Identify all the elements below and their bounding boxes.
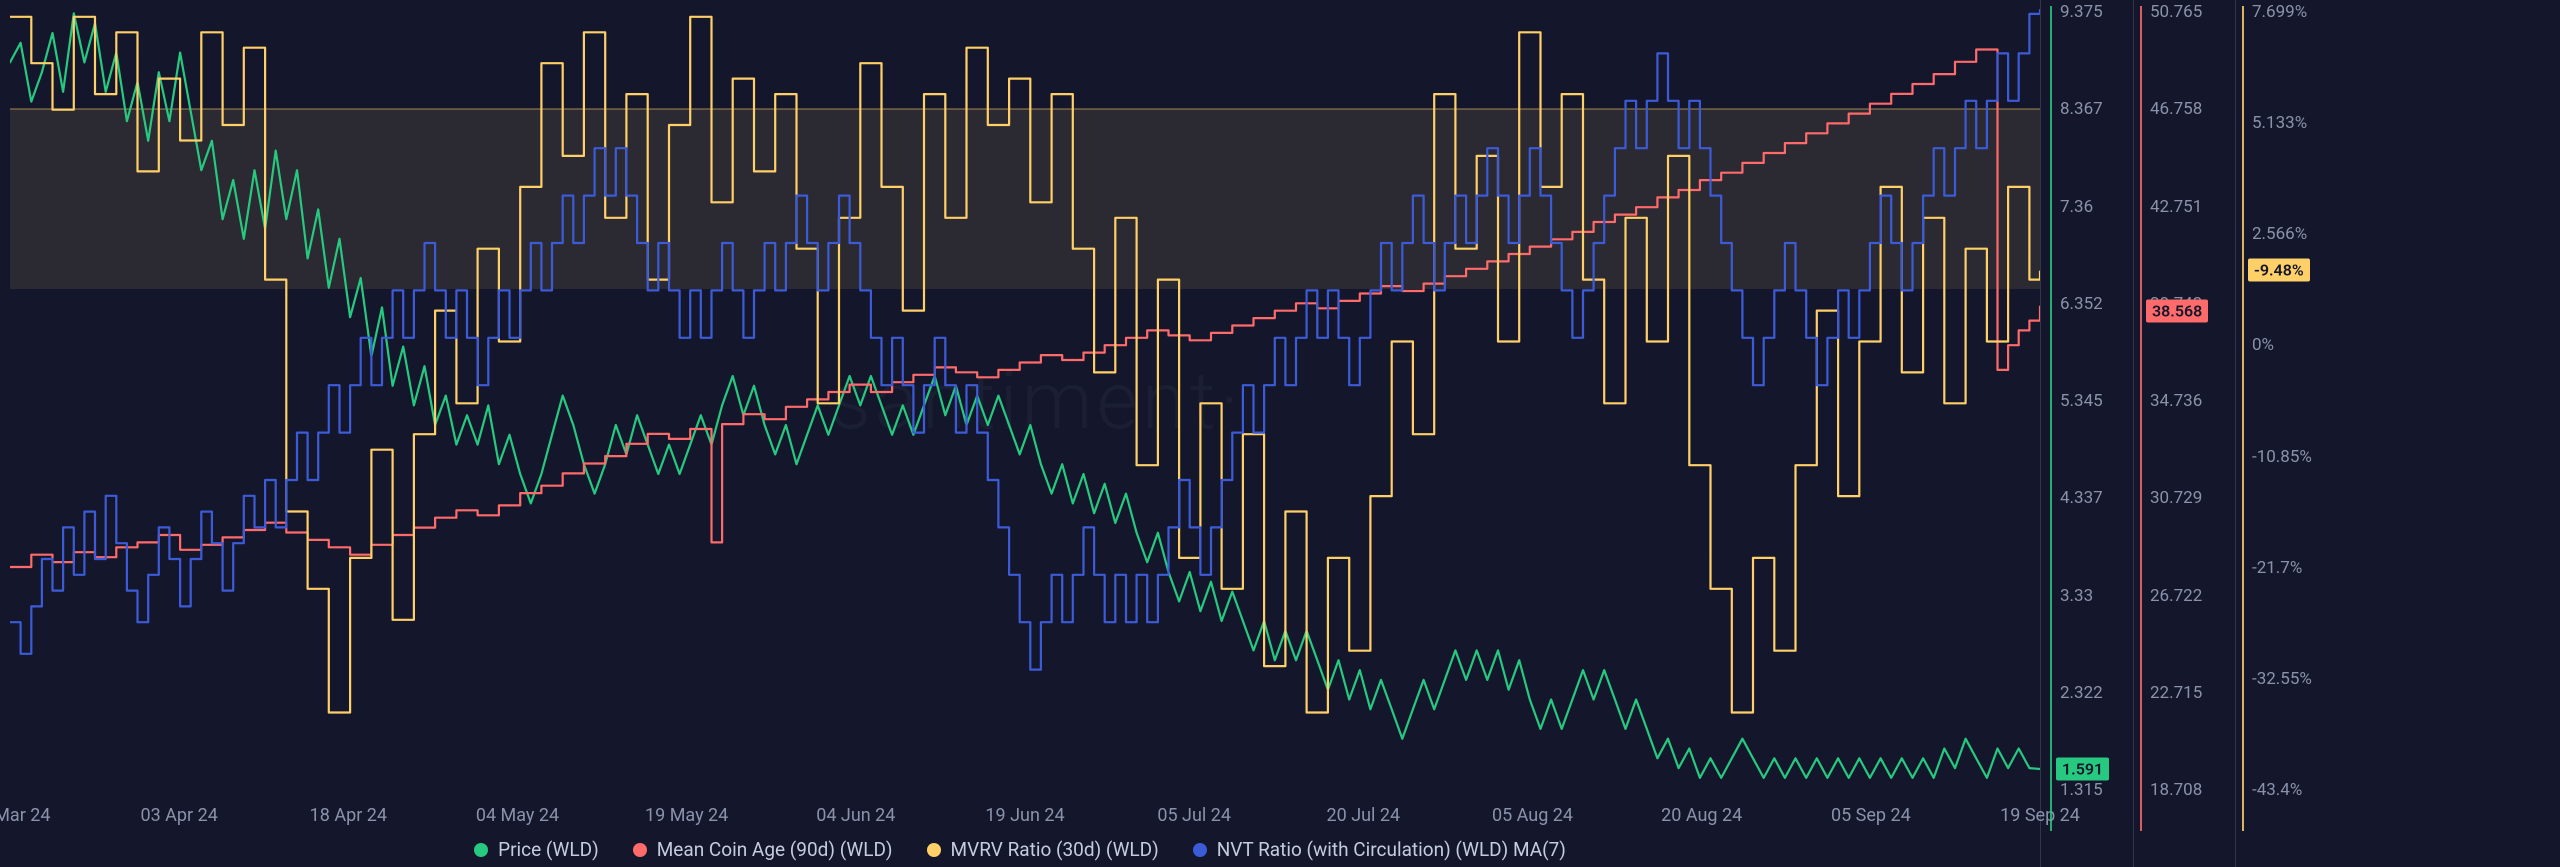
x-tick: 18 Mar 24	[0, 805, 51, 826]
chart-lines	[10, 6, 2040, 796]
mca-axis-tick: 18.708	[2150, 780, 2202, 800]
price-axis-tick: 2.322	[2060, 683, 2103, 703]
x-tick: 18 Apr 24	[310, 805, 387, 826]
legend-swatch	[633, 843, 647, 857]
mvrv-axis-tick: -10.85%	[2252, 447, 2312, 467]
chart-root: ·santiment· 18 Mar 24 03 Apr 24 18 Apr 24 0…	[0, 0, 2560, 867]
mvrv-axis-tick: -32.55%	[2252, 669, 2312, 689]
legend-label: MVRV Ratio (30d) (WLD)	[951, 838, 1159, 861]
price-axis-tick: 4.337	[2060, 488, 2103, 508]
x-tick: 20 Jul 24	[1327, 805, 1401, 826]
mvrv-axis-tick: 2.566%	[2252, 224, 2307, 244]
price-axis-tick: 5.345	[2060, 391, 2103, 411]
legend-swatch	[927, 843, 941, 857]
legend-label: Mean Coin Age (90d) (WLD)	[657, 838, 893, 861]
mca-axis-line	[2140, 6, 2142, 831]
mca-axis-tick: 34.736	[2150, 391, 2202, 411]
legend: Price (WLD) Mean Coin Age (90d) (WLD) MVRV…	[0, 838, 2040, 861]
mca-axis-tick: 42.751	[2150, 197, 2202, 217]
mvrv-axis-tick: 7.699%	[2252, 2, 2307, 22]
legend-item[interactable]: Mean Coin Age (90d) (WLD)	[633, 838, 893, 861]
plot-area[interactable]: ·santiment·	[10, 6, 2040, 796]
x-tick: 05 Sep 24	[1831, 805, 1911, 826]
price-axis-tick: 3.33	[2060, 586, 2093, 606]
mca-axis-tick: 30.729	[2150, 488, 2202, 508]
axis-separator	[2040, 0, 2041, 867]
mvrv-axis-line	[2242, 6, 2244, 831]
price-axis-tick: 1.315	[2060, 780, 2103, 800]
x-tick: 05 Jul 24	[1157, 805, 1231, 826]
legend-label: Price (WLD)	[498, 838, 599, 861]
mca-axis-tick: 50.765	[2150, 2, 2202, 22]
legend-swatch	[1193, 843, 1207, 857]
mca-axis-tick: 26.722	[2150, 586, 2202, 606]
price-axis-tick: 7.36	[2060, 197, 2093, 217]
price-axis-tick: 9.375	[2060, 2, 2103, 22]
price-axis-line	[2050, 6, 2052, 831]
mvrv-axis-badge: -9.48%	[2248, 259, 2310, 282]
legend-item[interactable]: MVRV Ratio (30d) (WLD)	[927, 838, 1159, 861]
legend-label: NVT Ratio (with Circulation) (WLD) MA(7)	[1217, 838, 1566, 861]
mca-axis-tick: 22.715	[2150, 683, 2202, 703]
price-axis-badge: 1.591	[2056, 758, 2109, 781]
x-tick: 20 Aug 24	[1661, 805, 1742, 826]
mca-axis-badge: 38.568	[2146, 300, 2208, 323]
x-tick: 19 Jun 24	[985, 805, 1064, 826]
axis-separator	[2133, 0, 2134, 867]
x-tick: 03 Apr 24	[140, 805, 217, 826]
mvrv-axis-tick: 0%	[2252, 335, 2274, 355]
mvrv-axis-tick: 5.133%	[2252, 113, 2307, 133]
x-tick: 04 Jun 24	[816, 805, 895, 826]
mca-axis-tick: 46.758	[2150, 99, 2202, 119]
x-tick: 05 Aug 24	[1492, 805, 1573, 826]
x-tick: 19 May 24	[645, 805, 728, 826]
mvrv-axis-tick: -43.4%	[2252, 780, 2302, 800]
mvrv-axis-tick: -21.7%	[2252, 558, 2302, 578]
price-axis-tick: 6.352	[2060, 294, 2103, 314]
axis-separator	[2235, 0, 2236, 867]
legend-item[interactable]: NVT Ratio (with Circulation) (WLD) MA(7)	[1193, 838, 1566, 861]
legend-swatch	[474, 843, 488, 857]
x-tick: 04 May 24	[476, 805, 559, 826]
price-axis-tick: 8.367	[2060, 99, 2103, 119]
legend-item[interactable]: Price (WLD)	[474, 838, 599, 861]
